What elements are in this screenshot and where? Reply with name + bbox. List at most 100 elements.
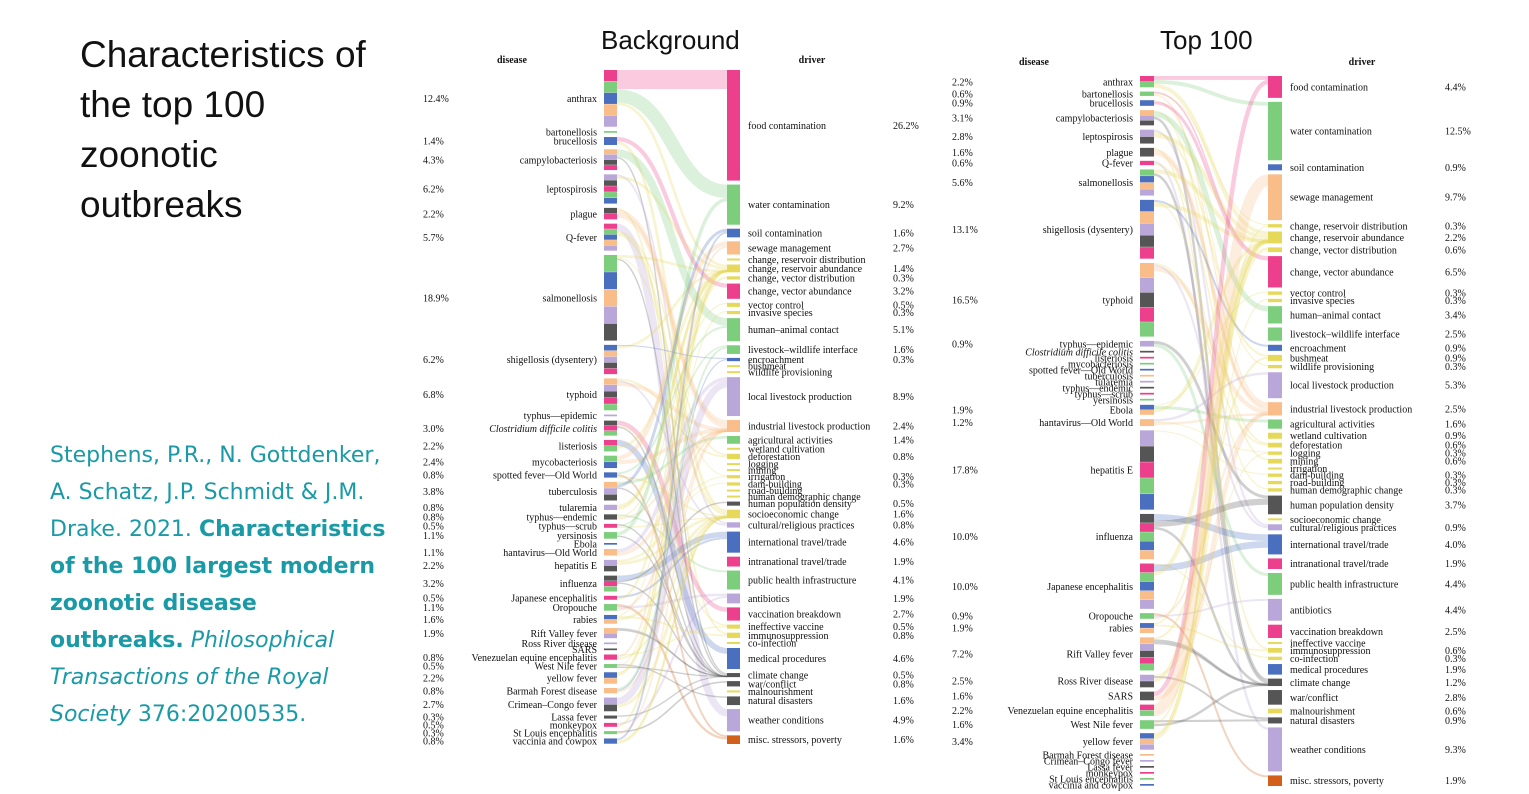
disease-label: spotted fever—Old World	[493, 471, 597, 482]
driver-pct: 0.3%	[1445, 296, 1466, 307]
driver-pct: 0.8%	[893, 679, 914, 690]
flow-link	[616, 254, 728, 273]
driver-pct: 4.4%	[1445, 579, 1466, 590]
flow-link	[616, 231, 728, 741]
disease-node	[1140, 710, 1154, 716]
driver-pct: 0.6%	[1445, 457, 1466, 468]
driver-label: war/conflict	[1290, 693, 1339, 704]
flow-link	[1153, 683, 1269, 727]
disease-pct: 0.8%	[423, 513, 444, 524]
flow-link	[616, 439, 728, 654]
driver-label: wildlife provisioning	[1290, 362, 1374, 373]
driver-pct: 0.5%	[893, 300, 914, 311]
driver-pct: 5.3%	[1445, 381, 1466, 392]
disease-node	[1140, 462, 1154, 478]
driver-label: human population density	[748, 499, 852, 510]
flow-link	[1153, 526, 1269, 687]
citation-volume: 376:20200535.	[137, 702, 307, 727]
driver-label: weather conditions	[748, 716, 824, 727]
flow-link	[1153, 152, 1269, 410]
flow-link	[616, 257, 728, 477]
driver-pct: 0.6%	[1445, 441, 1466, 452]
flow-link	[616, 501, 728, 583]
disease-node	[604, 174, 617, 180]
driver-label: vaccination breakdown	[1290, 627, 1383, 638]
driver-label: change, vector distribution	[748, 273, 855, 284]
driver-pct: 1.9%	[893, 594, 914, 605]
disease-node	[604, 223, 617, 229]
driver-node	[727, 302, 740, 307]
flow-link	[1153, 83, 1269, 236]
driver-header: driver	[799, 55, 826, 66]
flow-link	[1153, 613, 1269, 778]
driver-node	[1268, 256, 1282, 288]
disease-node	[604, 614, 617, 620]
flow-link	[616, 514, 728, 573]
driver-pct: 2.7%	[893, 610, 914, 621]
disease-label: yersinosis	[1093, 395, 1133, 406]
driver-label: irrigation	[1290, 464, 1327, 475]
flow-link	[616, 420, 728, 612]
chart-title-top100: Top 100	[1160, 25, 1253, 55]
driver-pct: 0.6%	[1445, 646, 1466, 657]
disease-node	[604, 654, 617, 660]
disease-node	[604, 104, 617, 116]
disease-node	[604, 462, 617, 469]
driver-label: change, reservoir distribution	[748, 255, 865, 266]
disease-node	[1140, 613, 1154, 619]
disease-node	[604, 542, 617, 545]
flow-link	[1153, 79, 1269, 697]
disease-pct: 1.1%	[423, 531, 444, 542]
disease-label: tularemia	[1095, 377, 1133, 388]
driver-pct: 1.6%	[893, 735, 914, 746]
disease-node	[1140, 550, 1154, 560]
driver-label: international travel/trade	[748, 538, 847, 549]
disease-node	[1140, 247, 1154, 259]
driver-pct: 1.6%	[893, 509, 914, 520]
disease-pct: 2.5%	[952, 677, 973, 688]
disease-label: Barmah Forest disease	[506, 686, 597, 697]
driver-pct: 1.9%	[1445, 559, 1466, 570]
disease-label: listeriosis	[559, 441, 597, 452]
flow-link	[616, 141, 728, 513]
driver-pct: 0.3%	[893, 355, 914, 366]
driver-label: intranational travel/trade	[1290, 559, 1389, 570]
driver-label: road-building	[1290, 478, 1344, 489]
driver-label: war/conflict	[748, 679, 797, 690]
disease-pct: 6.8%	[423, 390, 444, 401]
driver-label: human population density	[1290, 500, 1394, 511]
driver-label: cultural/religious practices	[1290, 523, 1396, 534]
driver-node	[1268, 664, 1282, 675]
driver-pct: 1.4%	[893, 264, 914, 275]
disease-node	[604, 323, 617, 341]
disease-node	[604, 445, 617, 452]
disease-pct: 1.9%	[952, 405, 973, 416]
driver-node	[1268, 717, 1282, 724]
disease-node	[1140, 704, 1154, 711]
disease-node	[604, 514, 617, 520]
disease-pct: 2.2%	[952, 706, 973, 717]
driver-node	[727, 641, 740, 644]
flow-link	[616, 137, 728, 288]
disease-node	[1140, 100, 1154, 106]
disease-node	[1140, 754, 1154, 756]
driver-node	[1268, 402, 1282, 416]
flow-link	[616, 582, 728, 678]
disease-node	[1140, 650, 1154, 658]
disease-pct: 0.5%	[423, 721, 444, 732]
disease-node	[1140, 784, 1154, 786]
flow-link	[616, 428, 728, 556]
disease-node	[604, 455, 617, 462]
driver-node	[727, 283, 740, 299]
disease-header: disease	[497, 55, 528, 66]
flow-link	[1153, 343, 1269, 576]
flow-link	[1153, 266, 1269, 415]
disease-node	[604, 548, 617, 556]
driver-label: human demographic change	[748, 492, 861, 503]
driver-pct: 9.2%	[893, 200, 914, 211]
disease-pct: 7.2%	[952, 650, 973, 661]
driver-node	[727, 593, 740, 604]
disease-node	[604, 272, 617, 290]
flow-link	[1153, 131, 1269, 357]
disease-label: Oropouche	[553, 603, 598, 614]
